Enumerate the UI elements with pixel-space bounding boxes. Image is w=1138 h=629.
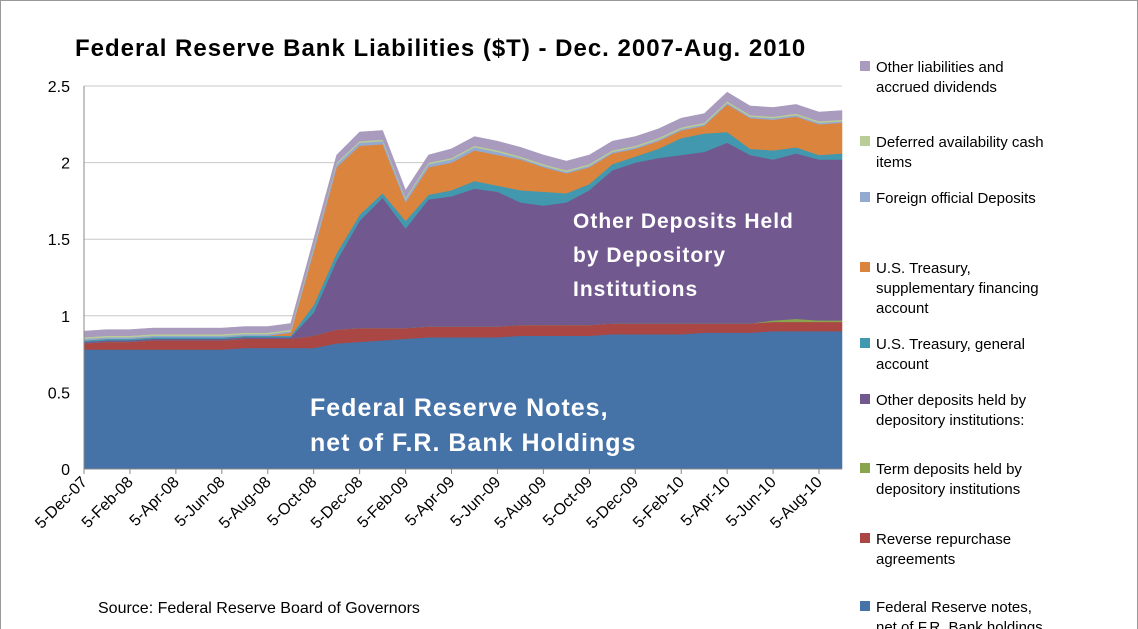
legend-label: Reverse repurchase agreements [876,531,1011,568]
y-tick-label: 0 [61,462,70,479]
axes [83,86,842,470]
legend-swatch [860,601,870,611]
source-note: Source: Federal Reserve Board of Governo… [98,600,420,617]
y-tick-label: 1.5 [48,232,70,249]
legend-label: Deferred availability cash items [876,134,1044,171]
legend: Other liabilities and accrued dividends De… [860,59,1044,629]
legend-label: U.S. Treasury, general account [876,336,1025,373]
y-axis-ticks: 0 0.5 1 1.5 2 2.5 [48,79,70,479]
legend-label: U.S. Treasury, supplementary financing acc… [876,260,1039,317]
annotation-other-deposits: by Depository [573,244,726,267]
chart-title: Federal Reserve Bank Liabilities ($T) - … [75,35,806,62]
annotation-fr-notes: Federal Reserve Notes, [310,394,609,422]
y-tick-label: 0.5 [48,385,70,402]
y-tick-label: 2.5 [48,79,70,96]
annotation-other-deposits: Other Deposits Held [573,210,794,233]
y-tick-label: 2 [61,156,70,173]
annotation-other-deposits: Institutions [573,278,698,301]
y-tick-label: 1 [61,309,70,326]
legend-label: Federal Reserve notes, net of F.R. Bank h… [876,599,1043,629]
legend-swatch [860,533,870,543]
legend-swatch [860,192,870,202]
legend-swatch [860,338,870,348]
legend-swatch [860,136,870,146]
legend-swatch [860,394,870,404]
area-annotations: Other Deposits Held by Depository Institut… [310,210,794,457]
legend-swatch [860,262,870,272]
legend-label: Foreign official Deposits [876,190,1036,207]
legend-swatch [860,463,870,473]
area-other-liabilities-and-accrued-dividends [83,91,843,338]
annotation-fr-notes: net of F.R. Bank Holdings [310,429,636,457]
legend-label: Term deposits held by depository institut… [876,461,1022,498]
legend-label: Other liabilities and accrued dividends [876,59,1004,96]
legend-swatch [860,61,870,71]
legend-label: Other deposits held by depository institu… [876,392,1027,429]
